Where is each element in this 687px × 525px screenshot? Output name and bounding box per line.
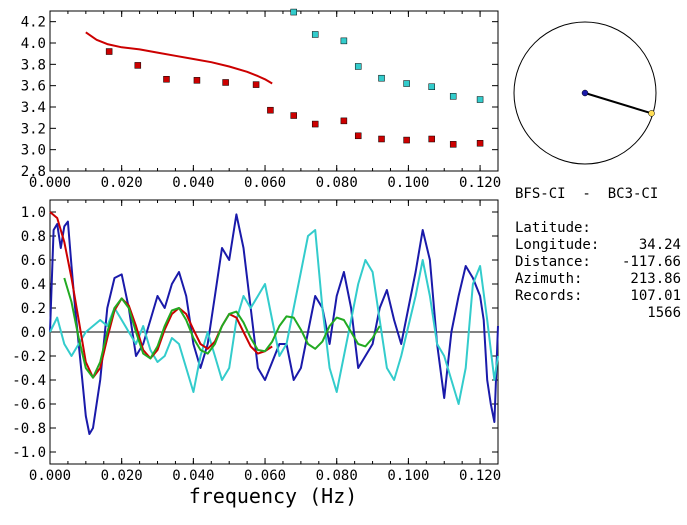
red-data-point [354, 132, 362, 140]
x-tick-label: 0.040 [172, 468, 214, 484]
info-row-latitude: Latitude: 34.24 [515, 203, 685, 253]
y-tick-label: -0.8 [12, 421, 46, 437]
x-tick-label: 0.000 [29, 175, 71, 191]
x-tick-label: 0.080 [316, 175, 358, 191]
info-label: Longitude: [515, 237, 600, 253]
cyan-data-point [290, 8, 297, 16]
y-tick-label: -0.2 [12, 349, 46, 365]
red-data-point [163, 76, 170, 83]
info-value: 213.86 [630, 271, 681, 287]
info-label: Latitude: [515, 220, 591, 236]
x-tick-label: 0.100 [387, 175, 429, 191]
red-data-point [222, 79, 229, 86]
red-data-point [403, 136, 410, 144]
x-tick-label: 0.100 [387, 468, 429, 484]
info-row-distance: Distance: 213.86 [515, 237, 685, 287]
azimuth-line [584, 92, 652, 115]
y-tick-label: 0.4 [21, 277, 46, 293]
x-tick-label: 0.120 [459, 175, 501, 191]
y-tick-label: 0.6 [21, 253, 46, 269]
info-value: 1566 [647, 305, 681, 321]
y-tick-label: -1.0 [12, 445, 46, 461]
red-data-point [476, 140, 484, 147]
y-tick-label: 0.8 [21, 229, 46, 245]
x-tick-label: 0.020 [101, 175, 143, 191]
red-data-point [252, 81, 260, 88]
y-tick-label: 4.2 [21, 15, 46, 31]
source-station-marker [581, 89, 589, 97]
info-row-longitude: Longitude: -117.66 [515, 220, 685, 270]
red-series-line [85, 31, 273, 85]
red-data-point [193, 77, 201, 84]
spectrum-plot: 0.000 0.020 0.040 0.060 0.080 0.100 0.120 -1.0 -… [12, 199, 501, 484]
cyan-data-point [354, 63, 362, 70]
dispersion-plot: 0.000 0.020 0.040 0.060 0.080 0.100 0.120 2.8 3.… [21, 8, 501, 191]
info-label: Azimuth: [515, 271, 583, 287]
x-tick-label: 0.060 [244, 175, 286, 191]
red-data-point [134, 62, 142, 69]
red-series-line [49, 211, 273, 379]
y-tick-label: -0.6 [12, 397, 46, 413]
red-data-point [105, 48, 113, 55]
cyan-data-point [340, 37, 348, 45]
x-axis-label: frequency (Hz) [189, 484, 358, 508]
x-tick-label: 0.120 [459, 468, 501, 484]
receiver-station-marker [648, 110, 655, 117]
red-data-point [340, 117, 348, 125]
info-label: Distance: [515, 254, 591, 270]
info-row-azimuth: Azimuth: 107.01 [515, 254, 685, 304]
y-tick-label: 3.4 [21, 100, 46, 116]
y-tick-label: 4.0 [21, 36, 46, 52]
info-value: 34.24 [638, 237, 681, 253]
red-data-point [267, 106, 274, 114]
info-value: 107.01 [630, 288, 681, 304]
station-pair-title: BFS-CI - BC3-CI [515, 186, 659, 202]
cyan-data-point [476, 96, 484, 103]
x-tick-label: 0.080 [316, 468, 358, 484]
azimuth-dial [513, 21, 657, 165]
red-data-point [449, 141, 457, 148]
y-tick-label: 2.8 [21, 164, 46, 180]
y-tick-label: 1.0 [21, 205, 46, 221]
green-series-line [63, 277, 381, 379]
dial-circle [513, 21, 657, 165]
station-info-panel: BFS-CI - BC3-CI Latitude: 34.24 Longitud… [515, 186, 685, 321]
cyan-series-line [49, 229, 499, 405]
y-tick-label: 3.6 [21, 79, 46, 95]
y-tick-label: 3.0 [21, 143, 46, 159]
y-tick-label: 0.2 [21, 301, 46, 317]
cyan-data-point [449, 93, 457, 100]
y-tick-label: 3.8 [21, 57, 46, 73]
x-tick-label: 0.060 [244, 468, 286, 484]
y-tick-label: -0.4 [12, 373, 46, 389]
red-data-point [378, 135, 385, 143]
red-data-point [428, 135, 435, 143]
cyan-data-point [311, 31, 319, 38]
x-tick-label: 0.020 [101, 468, 143, 484]
x-tick-label: 0.000 [29, 468, 71, 484]
info-value: -117.66 [621, 254, 681, 270]
cyan-data-point [428, 83, 435, 90]
y-tick-label: 3.2 [21, 121, 46, 137]
cyan-data-point [378, 74, 385, 82]
blue-series-line [49, 213, 499, 435]
info-label: Records: [515, 288, 583, 304]
red-data-point [290, 112, 297, 119]
y-tick-label: 0.0 [21, 325, 46, 341]
x-tick-label: 0.040 [172, 175, 214, 191]
red-data-point [311, 120, 319, 128]
plot-frame [49, 10, 499, 172]
cyan-data-point [403, 80, 410, 87]
info-row-records: Records: 1566 [515, 271, 685, 321]
